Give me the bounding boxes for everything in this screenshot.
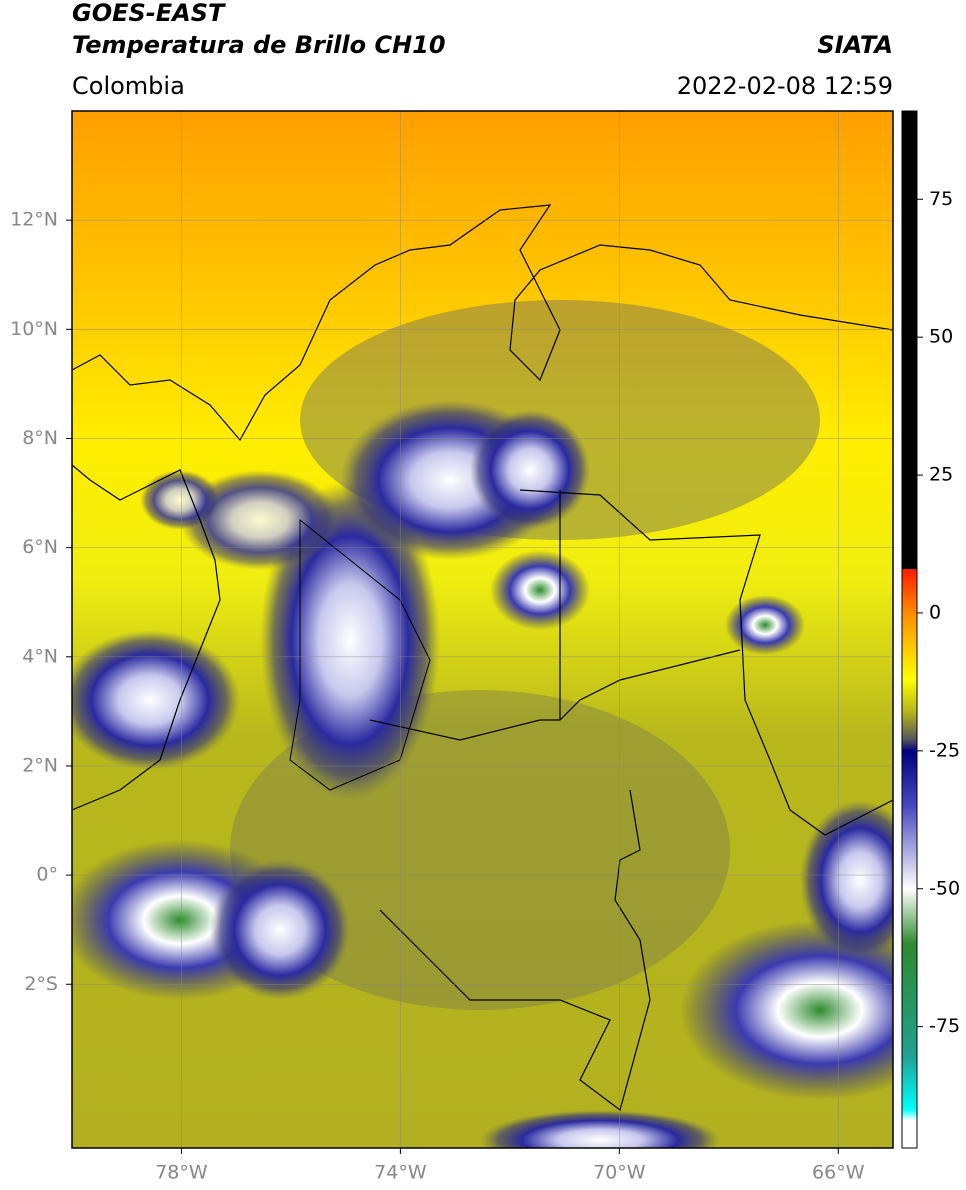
colorbar-tick-label: 0 bbox=[929, 601, 941, 623]
x-tick-label: 74°W bbox=[374, 1162, 427, 1184]
datetime: 2022-02-08 12:59 bbox=[677, 72, 893, 100]
colorbar bbox=[901, 110, 918, 1149]
y-tick-label: 0° bbox=[36, 864, 58, 886]
x-tick-label: 78°W bbox=[155, 1162, 208, 1184]
y-tick-label: 8°N bbox=[22, 427, 58, 449]
colorbar-tick-label: -75 bbox=[929, 1015, 960, 1037]
y-tick-label: 2°N bbox=[22, 754, 58, 776]
x-tick-label: 66°W bbox=[812, 1162, 865, 1184]
colorbar-tick-label: 25 bbox=[929, 464, 953, 486]
y-tick-label: 10°N bbox=[10, 318, 58, 340]
y-tick-label: 12°N bbox=[10, 209, 58, 231]
map-frame bbox=[71, 110, 894, 1149]
map-imagery bbox=[72, 111, 893, 1148]
colorbar-tick-label: -25 bbox=[929, 739, 960, 761]
colorbar-tick-label: 75 bbox=[929, 188, 953, 210]
title: GOES-EAST bbox=[72, 0, 226, 27]
region: Colombia bbox=[72, 72, 185, 100]
y-tick-label: 2°S bbox=[24, 973, 58, 995]
subtitle: Temperatura de Brillo CH10 bbox=[72, 31, 446, 59]
x-tick-label: 70°W bbox=[593, 1162, 646, 1184]
source: SIATA bbox=[817, 31, 893, 59]
colorbar-tick-label: 50 bbox=[929, 326, 953, 348]
y-tick-label: 6°N bbox=[22, 536, 58, 558]
map-grid bbox=[72, 111, 893, 1148]
y-tick-label: 4°N bbox=[22, 645, 58, 667]
colorbar-tick-label: -50 bbox=[929, 877, 960, 899]
